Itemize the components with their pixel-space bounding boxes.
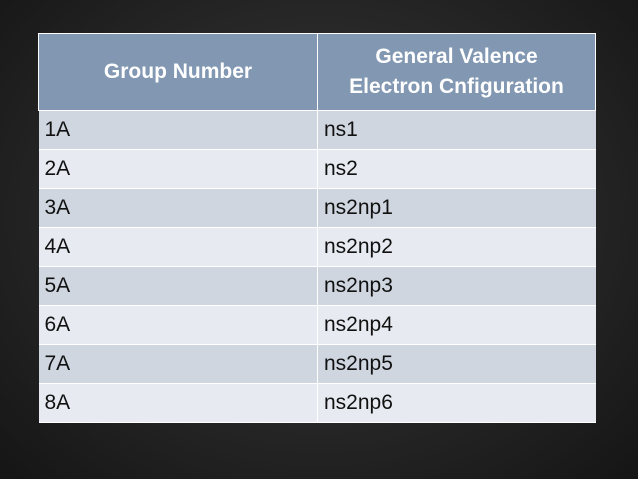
cell-group-number: 2A <box>38 149 318 189</box>
table-row: 3A ns2np1 <box>38 188 596 228</box>
cell-group-number: 5A <box>38 266 318 306</box>
table-row: 2A ns2 <box>38 149 596 189</box>
cell-group-number: 6A <box>38 305 318 345</box>
table-header-row: Group Number General Valence Electron Cn… <box>38 33 596 111</box>
cell-configuration: ns2np5 <box>317 344 596 384</box>
cell-group-number: 3A <box>38 188 318 228</box>
table-row: 6A ns2np4 <box>38 305 596 345</box>
table-row: 4A ns2np2 <box>38 227 596 267</box>
valence-configuration-table: Group Number General Valence Electron Cn… <box>38 33 596 423</box>
table-row: 5A ns2np3 <box>38 266 596 306</box>
cell-configuration: ns2np6 <box>317 383 596 423</box>
cell-group-number: 1A <box>38 110 318 150</box>
header-config-line-2: Electron Cnfiguration <box>349 75 564 98</box>
header-config-line-1: General Valence <box>375 45 538 68</box>
cell-configuration: ns2np1 <box>317 188 596 228</box>
cell-configuration: ns1 <box>317 110 596 150</box>
table-row: 8A ns2np6 <box>38 383 596 423</box>
cell-group-number: 7A <box>38 344 318 384</box>
header-valence-configuration: General Valence Electron Cnfiguration <box>317 33 596 111</box>
header-group-number-label: Group Number <box>103 60 253 83</box>
table-row: 7A ns2np5 <box>38 344 596 384</box>
cell-configuration: ns2np2 <box>317 227 596 267</box>
cell-group-number: 8A <box>38 383 318 423</box>
cell-configuration: ns2 <box>317 149 596 189</box>
cell-group-number: 4A <box>38 227 318 267</box>
table-row: 1A ns1 <box>38 110 596 150</box>
header-group-number: Group Number <box>38 33 318 111</box>
cell-configuration: ns2np3 <box>317 266 596 306</box>
cell-configuration: ns2np4 <box>317 305 596 345</box>
